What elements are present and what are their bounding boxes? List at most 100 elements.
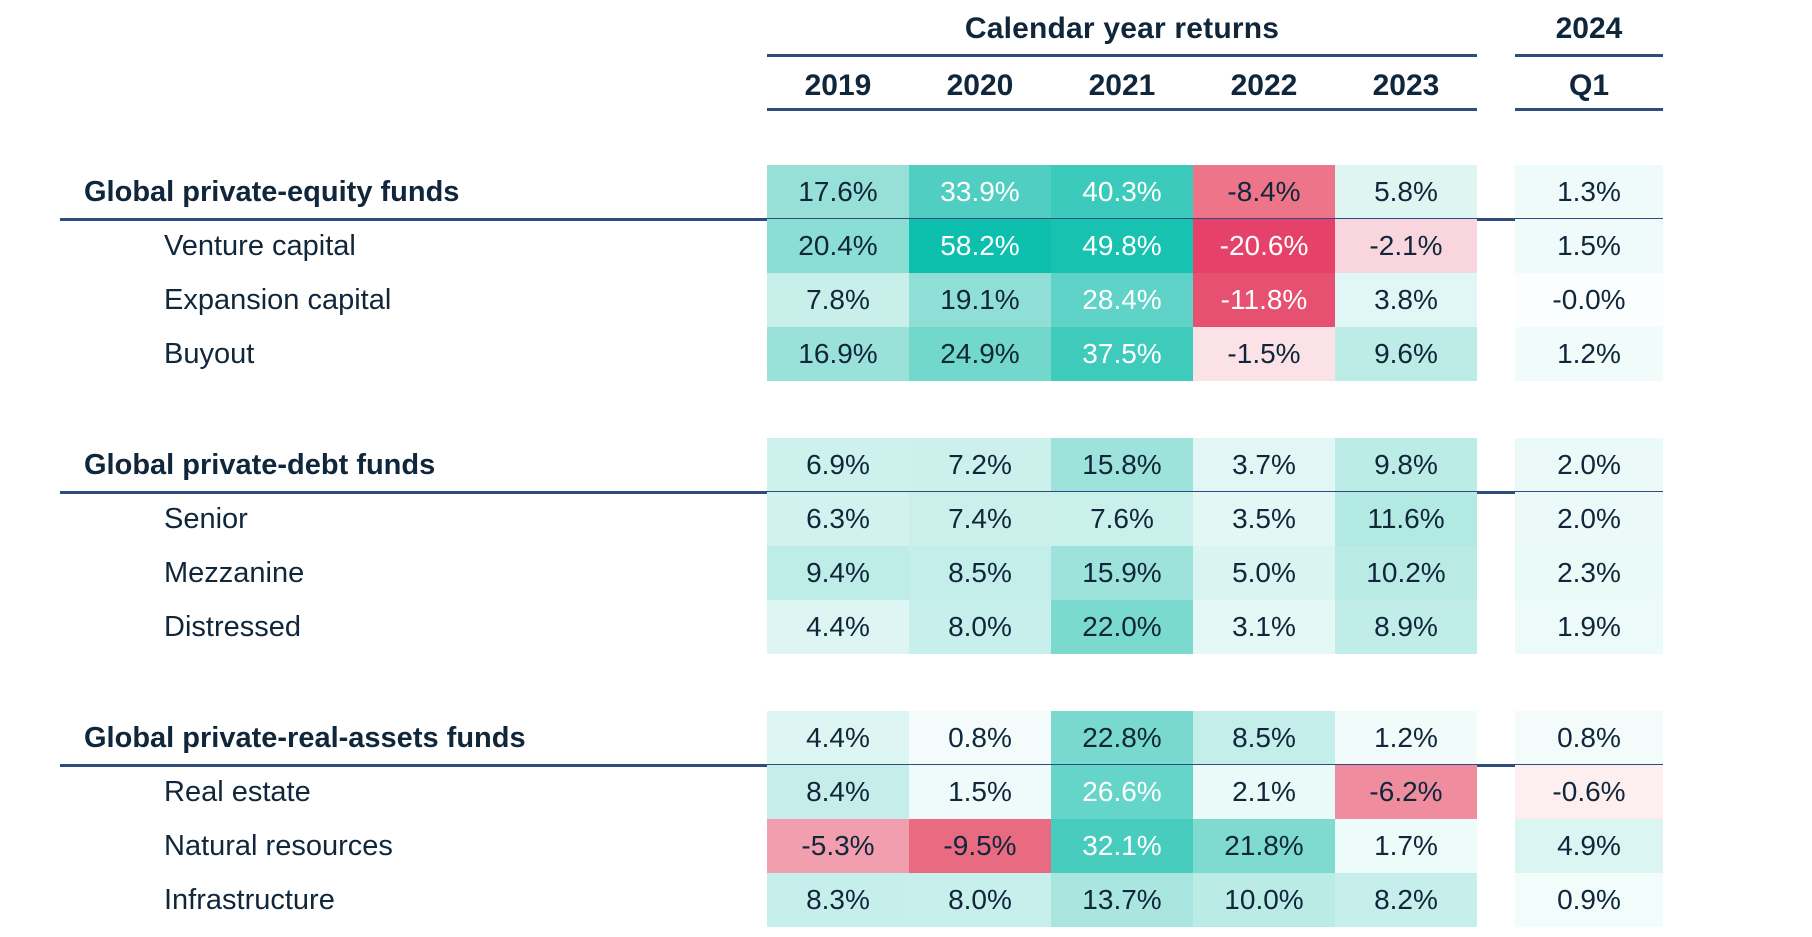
sub-row-label: Natural resources [164, 829, 393, 862]
value-cell: -9.5% [909, 819, 1051, 873]
sub-row: Natural resources -5.3% -9.5% 32.1% 21.8% 1.7… [0, 819, 1812, 873]
value-cell: 13.7% [1051, 873, 1193, 927]
year-2024-title: 2024 [1555, 12, 1623, 45]
group-row-label: Global private-real-assets funds [84, 721, 526, 754]
sub-row-label: Venture capital [164, 229, 356, 262]
value-cell: 8.3% [767, 873, 909, 927]
sub-row: Expansion capital 7.8% 19.1% 28.4% -11.8% 3.8… [0, 273, 1812, 327]
value-cell: 9.8% [1335, 438, 1477, 492]
fund-block: Global private-debt funds 6.9% 7.2% 15.8% 3.… [0, 438, 1812, 654]
year-header-row: 2019 2020 2021 2022 2023 [767, 68, 1477, 104]
value-cell: 2.3% [1515, 546, 1663, 600]
value-cell: 1.9% [1515, 600, 1663, 654]
value-cell: 7.2% [909, 438, 1051, 492]
value-cell: 17.6% [767, 165, 909, 219]
table-body: Global private-equity funds 17.6% 33.9% 40.… [0, 165, 1812, 927]
sub-row-label: Mezzanine [164, 556, 305, 589]
value-cell: -5.3% [767, 819, 909, 873]
value-cell: 22.0% [1051, 600, 1193, 654]
value-cell: 16.9% [767, 327, 909, 381]
value-cell: 10.2% [1335, 546, 1477, 600]
fund-block: Global private-real-assets funds 4.4% 0.8%… [0, 711, 1812, 927]
value-cell: 32.1% [1051, 819, 1193, 873]
value-cell: -0.6% [1515, 765, 1663, 819]
value-cell: -0.0% [1515, 273, 1663, 327]
year-header-2019: 2019 [804, 69, 872, 102]
group-row: Global private-equity funds 17.6% 33.9% 40.… [0, 165, 1812, 221]
value-cell: 15.9% [1051, 546, 1193, 600]
sub-row: Venture capital 20.4% 58.2% 49.8% -20.6% -2.1… [0, 219, 1812, 273]
value-cell: 1.5% [1515, 219, 1663, 273]
value-cell: 37.5% [1051, 327, 1193, 381]
value-cell: 49.8% [1051, 219, 1193, 273]
fund-block: Global private-equity funds 17.6% 33.9% 40.… [0, 165, 1812, 381]
year-header-2023: 2023 [1372, 69, 1440, 102]
sub-row-label: Real estate [164, 775, 311, 808]
value-cell: 7.4% [909, 492, 1051, 546]
value-cell: 28.4% [1051, 273, 1193, 327]
value-cell: 20.4% [767, 219, 909, 273]
sub-row: Buyout 16.9% 24.9% 37.5% -1.5% 9.6% 1.2% [0, 327, 1812, 381]
sub-row: Real estate 8.4% 1.5% 26.6% 2.1% -6.2% -0.6% [0, 765, 1812, 819]
group-row-label: Global private-debt funds [84, 448, 436, 481]
year-header-2020: 2020 [946, 69, 1014, 102]
value-cell: 6.3% [767, 492, 909, 546]
value-cell: 21.8% [1193, 819, 1335, 873]
group-row: Global private-real-assets funds 4.4% 0.8%… [0, 711, 1812, 767]
value-cell: 1.7% [1335, 819, 1477, 873]
header-bottom-rule [767, 108, 1477, 111]
value-cell: 6.9% [767, 438, 909, 492]
value-cell: 4.9% [1515, 819, 1663, 873]
value-cell: 3.5% [1193, 492, 1335, 546]
value-cell: 0.8% [1515, 711, 1663, 765]
sub-row-label: Infrastructure [164, 883, 335, 916]
value-cell: 0.8% [909, 711, 1051, 765]
sub-row: Distressed 4.4% 8.0% 22.0% 3.1% 8.9% 1.9% [0, 600, 1812, 654]
value-cell: 1.2% [1335, 711, 1477, 765]
value-cell: 5.8% [1335, 165, 1477, 219]
value-cell: 58.2% [909, 219, 1051, 273]
value-cell: 3.1% [1193, 600, 1335, 654]
sub-row-label: Expansion capital [164, 283, 392, 316]
sub-row-label: Distressed [164, 610, 301, 643]
value-cell: -1.5% [1193, 327, 1335, 381]
calendar-year-returns-title: Calendar year returns [964, 12, 1280, 45]
value-cell: 10.0% [1193, 873, 1335, 927]
group-row-label: Global private-equity funds [84, 175, 460, 208]
value-cell: 9.4% [767, 546, 909, 600]
value-cell: 26.6% [1051, 765, 1193, 819]
value-cell: 2.0% [1515, 438, 1663, 492]
value-cell: 2.1% [1193, 765, 1335, 819]
value-cell: 3.8% [1335, 273, 1477, 327]
value-cell: 0.9% [1515, 873, 1663, 927]
value-cell: 22.8% [1051, 711, 1193, 765]
value-cell: -2.1% [1335, 219, 1477, 273]
value-cell: 8.9% [1335, 600, 1477, 654]
header-top-rule [767, 54, 1477, 57]
sub-row: Senior 6.3% 7.4% 7.6% 3.5% 11.6% 2.0% [0, 492, 1812, 546]
header-top-rule-2024 [1515, 54, 1663, 57]
value-cell: 15.8% [1051, 438, 1193, 492]
sub-row: Infrastructure 8.3% 8.0% 13.7% 10.0% 8.2% 0.9% [0, 873, 1812, 927]
year-header-2021: 2021 [1088, 69, 1156, 102]
value-cell: -8.4% [1193, 165, 1335, 219]
value-cell: 33.9% [909, 165, 1051, 219]
value-cell: 8.0% [909, 600, 1051, 654]
value-cell: -6.2% [1335, 765, 1477, 819]
value-cell: 7.8% [767, 273, 909, 327]
value-cell: 4.4% [767, 600, 909, 654]
value-cell: 9.6% [1335, 327, 1477, 381]
value-cell: 1.3% [1515, 165, 1663, 219]
value-cell: 2.0% [1515, 492, 1663, 546]
value-cell: 8.5% [1193, 711, 1335, 765]
sub-row-label: Senior [164, 502, 248, 535]
value-cell: 19.1% [909, 273, 1051, 327]
value-cell: 7.6% [1051, 492, 1193, 546]
sub-row: Mezzanine 9.4% 8.5% 15.9% 5.0% 10.2% 2.3% [0, 546, 1812, 600]
group-row: Global private-debt funds 6.9% 7.2% 15.8% 3.… [0, 438, 1812, 494]
value-cell: 8.0% [909, 873, 1051, 927]
value-cell: -11.8% [1193, 273, 1335, 327]
value-cell: 1.5% [909, 765, 1051, 819]
sub-row-label: Buyout [164, 337, 255, 370]
